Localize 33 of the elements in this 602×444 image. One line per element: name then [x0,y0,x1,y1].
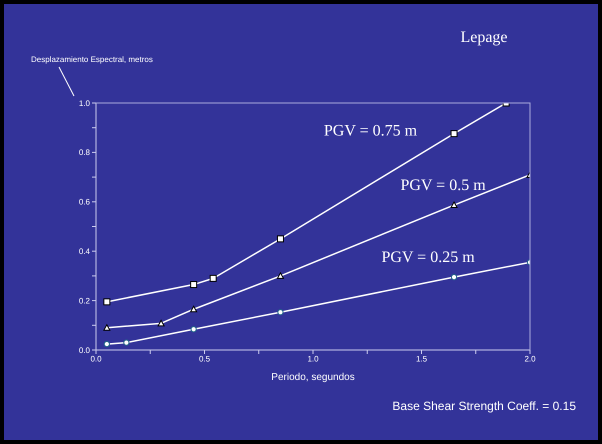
x-axis-title: Periodo, segundos [271,372,355,383]
point [277,309,284,316]
point [276,235,284,242]
point [450,274,458,280]
y-tick-label: 1.0 [78,98,91,108]
x-tick-label: 1.5 [416,354,428,364]
point [190,326,197,332]
y-tick-label: 0.8 [78,148,91,158]
point [450,202,458,208]
point [103,298,110,306]
point [190,281,198,288]
x-tick-label: 1.0 [307,354,320,364]
point [276,272,284,279]
x-tick-label: 0.0 [90,354,102,364]
point [158,320,165,326]
text: Base Shear Strength Coeff. = 0.15 [392,399,576,413]
point [450,130,458,138]
x-tick-label: 2.0 [524,354,536,364]
point [104,340,110,348]
point [210,274,217,282]
y-tick-label: 0.6 [78,198,91,207]
point [190,306,198,312]
chart-title: Lepage [460,29,508,46]
point [123,339,130,346]
y-tick-label: 0.4 [78,247,91,256]
series-label: PGV = 0.25 m [381,249,476,266]
series-label: PGV = 0.75 m [324,122,418,140]
y-axis-title: Desplazamiento Espectral, metros [31,55,153,64]
x-tick-label: 0.5 [198,354,211,364]
series-label: PGV = 0.5 m [400,177,486,194]
y-tick-label: 0.0 [78,346,91,355]
y-tick-label: 0.2 [78,296,91,306]
point [103,324,110,331]
